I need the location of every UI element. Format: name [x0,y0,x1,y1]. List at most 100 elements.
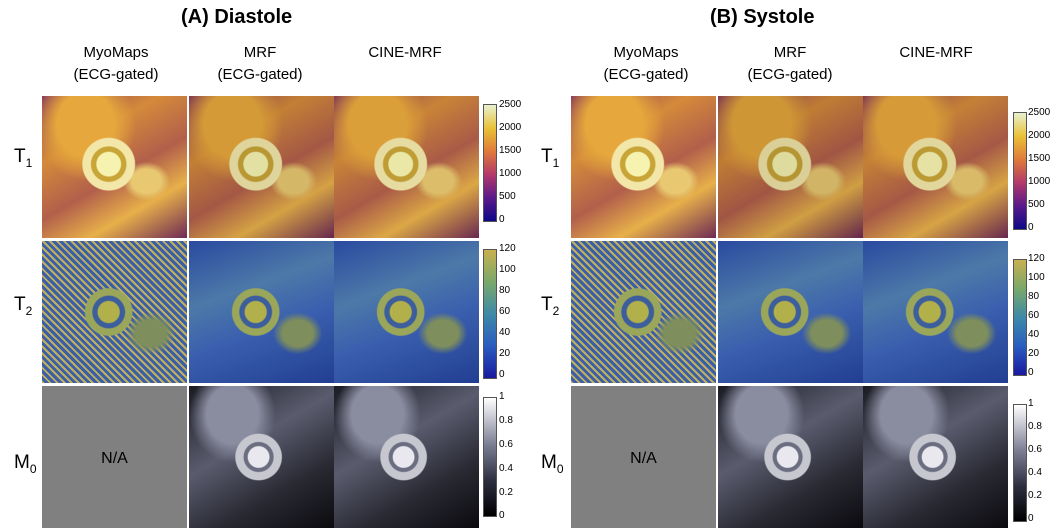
panel-b-t2-colorbar [1013,259,1027,376]
colorbar-tick: 1500 [1028,153,1050,164]
colorbar-tick: 0 [499,369,505,380]
colorbar-tick: 0.6 [499,439,513,450]
col-header-line2: (ECG-gated) [603,66,689,83]
colorbar-tick: 1000 [499,168,522,179]
panel-b-t1-myomaps-map [571,96,716,238]
colorbar-tick: 0.4 [1028,467,1042,478]
col-header-line1: MyoMaps [613,44,679,61]
panel-b-col-cine-header: CINE-MRF [876,42,996,64]
panel-a-t1-mrf-map [189,96,334,238]
panel-b-t1-colorbar [1013,112,1027,230]
panel-b-col-myomaps-header: MyoMaps (ECG-gated) [586,42,706,86]
panel-a-t2-mrf-map [189,241,334,383]
colorbar-tick: 0 [1028,222,1034,233]
panel-b-row-m0-label: M0 [541,452,564,476]
panel-a-t2-cine-map [334,241,479,383]
panel-b-m0-myomaps-placeholder: N/A [571,386,716,528]
panel-a-t1-cine-map [334,96,479,238]
panel-a-t1-myomaps-map [42,96,187,238]
row-label-sub: 2 [552,303,560,318]
col-header-line1: MRF [243,44,277,61]
panel-b-m0-colorbar [1013,404,1027,522]
panel-a-row-m0-label: M0 [14,452,37,476]
colorbar-tick: 0.2 [499,487,513,498]
row-label-sub: 0 [29,461,37,476]
na-label: N/A [630,450,657,467]
panel-b-t2-cine-map [863,241,1008,383]
colorbar-tick: 100 [499,264,516,275]
colorbar-tick: 0 [1028,367,1034,378]
panel-b-t2-myomaps-map [571,241,716,383]
panel-a-t2-colorbar [483,249,497,379]
row-label-base: T [14,294,26,315]
row-label-sub: 0 [556,461,564,476]
col-header-line2: CINE-MRF [899,44,973,61]
na-label: N/A [101,450,128,467]
colorbar-tick: 1500 [499,145,522,156]
row-label-sub: 1 [552,155,560,170]
colorbar-tick: 0.6 [1028,444,1042,455]
colorbar-tick: 0 [499,214,505,225]
col-header-line2: CINE-MRF [368,44,442,61]
colorbar-tick: 20 [499,348,511,359]
colorbar-tick: 60 [1028,310,1040,321]
colorbar-tick: 0 [499,510,505,521]
panel-a-m0-colorbar [483,397,497,517]
colorbar-tick: 500 [1028,199,1045,210]
panel-a-m0-mrf-map [189,386,334,528]
panel-a-row-t2-label: T2 [14,294,32,318]
col-header-line1: MRF [773,44,807,61]
colorbar-tick: 0.4 [499,463,513,474]
panel-a-col-cine-header: CINE-MRF [345,42,465,64]
row-label-base: T [14,146,26,167]
colorbar-tick: 120 [499,243,516,254]
panel-b-col-mrf-header: MRF (ECG-gated) [730,42,850,86]
panel-a-title: (A) Diastole [181,6,293,28]
panel-a-m0-cine-map [334,386,479,528]
colorbar-tick: 120 [1028,253,1045,264]
panel-a-m0-myomaps-placeholder: N/A [42,386,187,528]
panel-b-t1-mrf-map [718,96,863,238]
panel-b-row-t1-label: T1 [541,146,559,170]
panel-b-title: (B) Systole [710,6,815,28]
colorbar-tick: 20 [1028,348,1040,359]
panel-b-m0-mrf-map [718,386,863,528]
colorbar-tick: 1000 [1028,176,1050,187]
row-label-base: T [541,294,553,315]
colorbar-tick: 0.8 [1028,421,1042,432]
col-header-line1: MyoMaps [83,44,149,61]
colorbar-tick: 100 [1028,272,1045,283]
panel-a-row-t1-label: T1 [14,146,32,170]
row-label-base: T [541,146,553,167]
colorbar-tick: 80 [1028,291,1040,302]
row-label-base: M [541,452,557,473]
panel-b-t2-mrf-map [718,241,863,383]
colorbar-tick: 1 [1028,398,1034,409]
colorbar-tick: 0 [1028,513,1034,524]
panel-a-t2-myomaps-map [42,241,187,383]
colorbar-tick: 40 [499,327,511,338]
colorbar-tick: 1 [499,391,505,402]
colorbar-tick: 2500 [499,99,522,110]
row-label-sub: 1 [25,155,33,170]
panel-a-t1-colorbar [483,104,497,222]
panel-b-m0-cine-map [863,386,1008,528]
colorbar-tick: 80 [499,285,511,296]
panel-a-col-mrf-header: MRF (ECG-gated) [200,42,320,86]
col-header-line2: (ECG-gated) [217,66,303,83]
colorbar-tick: 0.2 [1028,490,1042,501]
panel-a-col-myomaps-header: MyoMaps (ECG-gated) [56,42,176,86]
colorbar-tick: 0.8 [499,415,513,426]
colorbar-tick: 40 [1028,329,1040,340]
col-header-line2: (ECG-gated) [73,66,159,83]
colorbar-tick: 2000 [1028,130,1050,141]
panel-b-row-t2-label: T2 [541,294,559,318]
row-label-base: M [14,452,30,473]
col-header-line2: (ECG-gated) [747,66,833,83]
colorbar-tick: 2500 [1028,107,1050,118]
panel-b-t1-cine-map [863,96,1008,238]
colorbar-tick: 2000 [499,122,522,133]
colorbar-tick: 500 [499,191,516,202]
row-label-sub: 2 [25,303,33,318]
colorbar-tick: 60 [499,306,511,317]
